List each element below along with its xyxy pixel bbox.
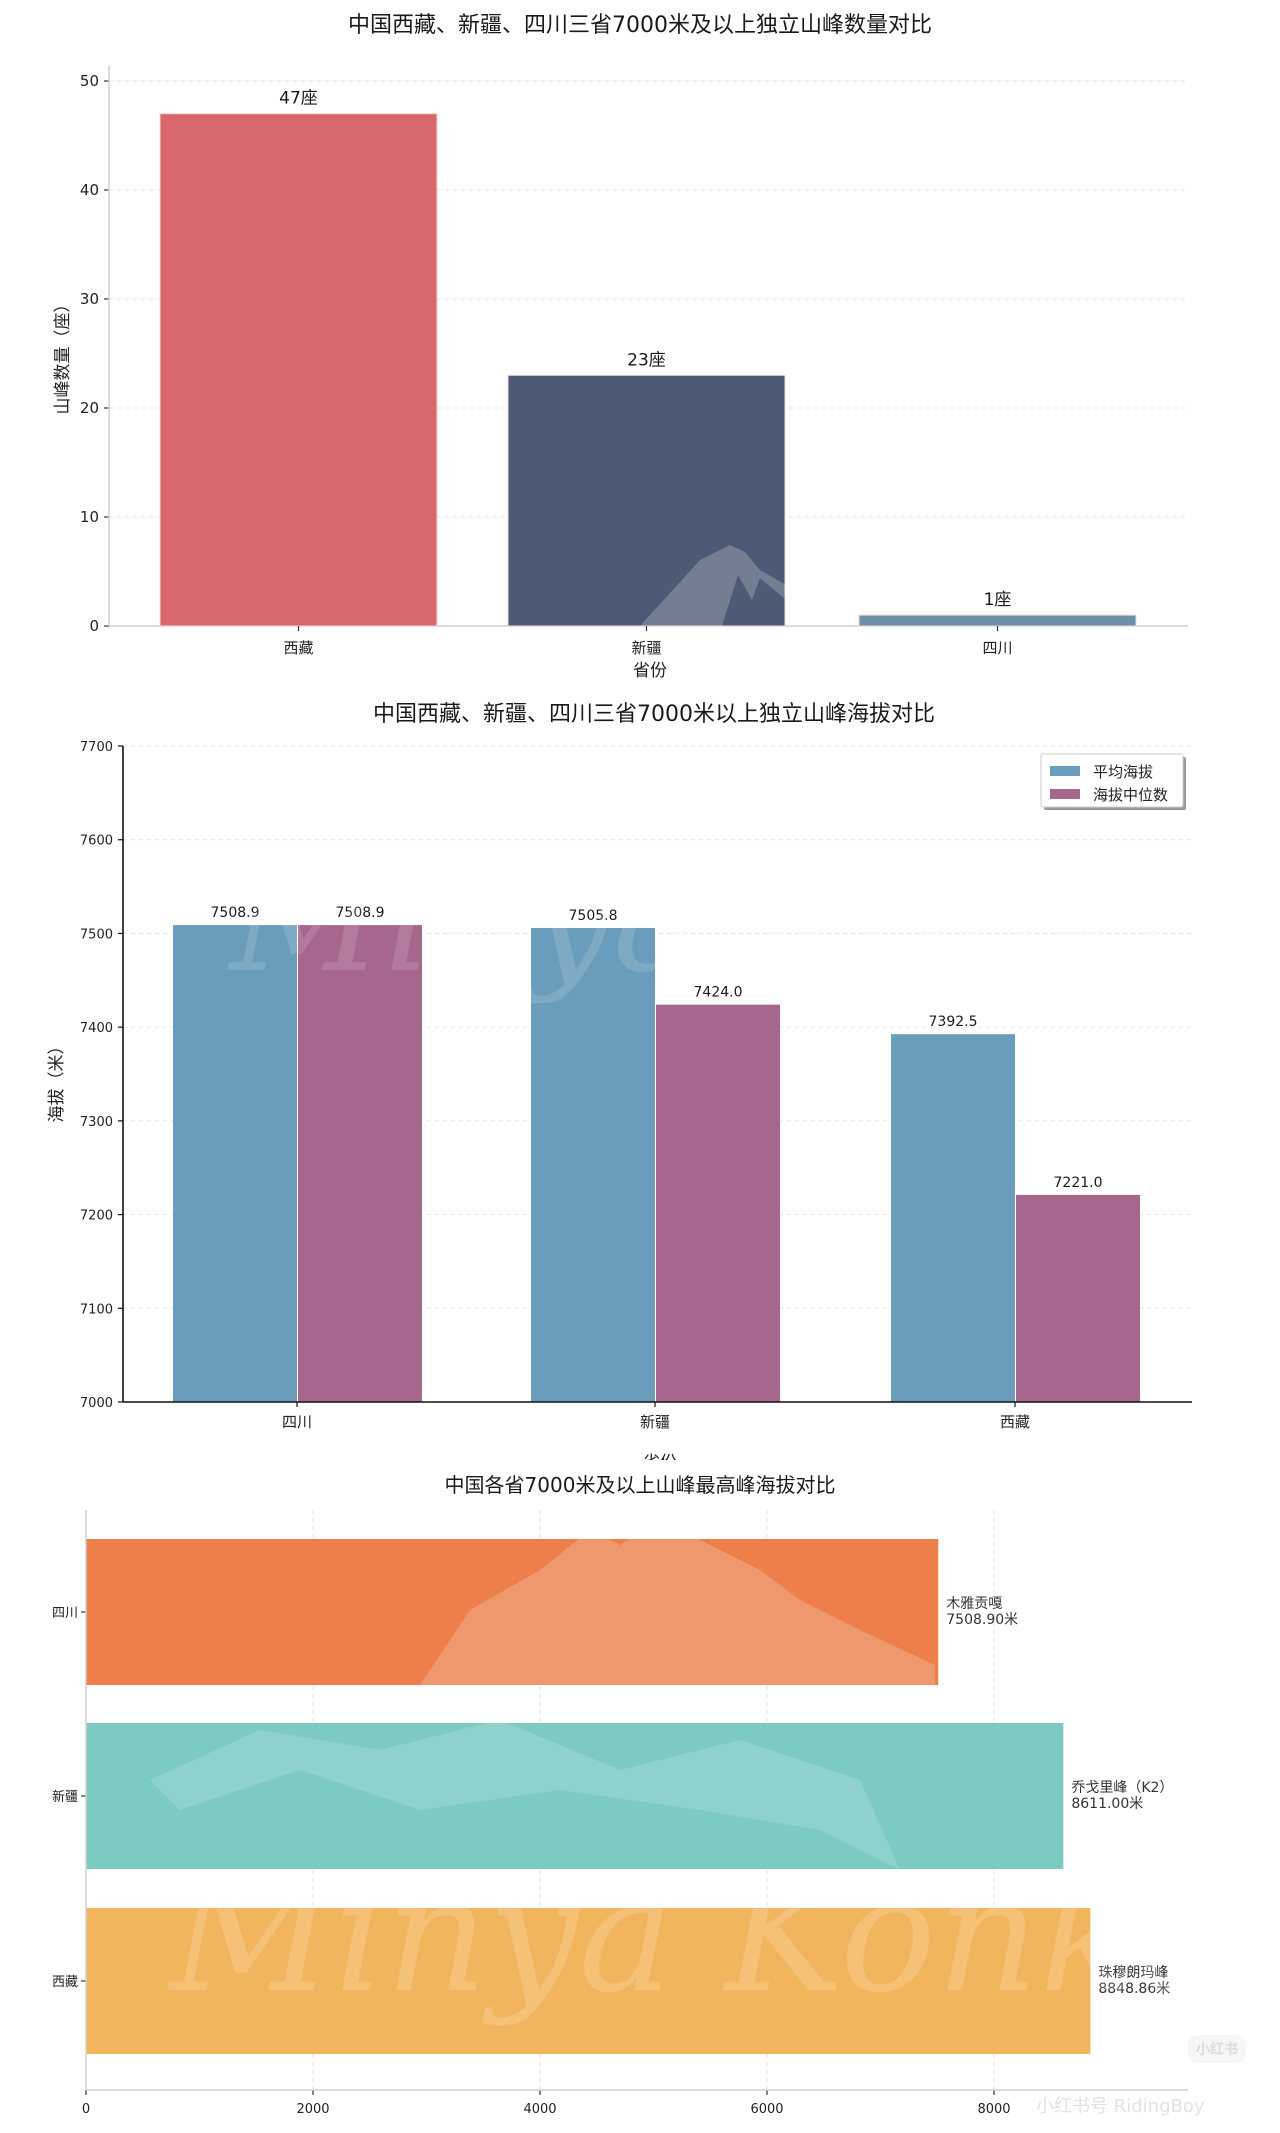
x-axis-label: 省份 — [643, 1453, 677, 1460]
bar-value-label: 7392.5 — [929, 1014, 978, 1030]
bar-median — [298, 925, 422, 1402]
bar — [86, 1539, 939, 1685]
y-tick-label: 7500 — [80, 927, 113, 942]
y-tick-label: 50 — [80, 72, 99, 90]
chart-title: 中国西藏、新疆、四川三省7000米及以上独立山峰数量对比 — [348, 13, 932, 38]
peak-name-label: 乔戈里峰（K2） — [1071, 1780, 1173, 1796]
x-tick-label: 0 — [82, 2102, 90, 2117]
watermark-account: 小红书号 RidingBoy — [1036, 2096, 1205, 2117]
legend-label: 平均海拔 — [1093, 763, 1153, 781]
bar — [86, 1908, 1091, 2054]
x-axis-label: 省份 — [633, 661, 667, 681]
peak-name-label: 珠穆朗玛峰 — [1098, 1965, 1168, 1981]
bar-value-label: 7424.0 — [694, 985, 743, 1001]
y-tick-label: 10 — [80, 508, 99, 526]
y-tick-label: 7400 — [80, 1021, 113, 1036]
bar — [507, 374, 786, 627]
x-tick-label: 6000 — [750, 2102, 783, 2117]
x-tick-label: 新疆 — [631, 639, 661, 657]
script-watermark-overlay: Minya Konka — [227, 832, 1225, 1006]
chart-title: 中国西藏、新疆、四川三省7000米以上独立山峰海拔对比 — [373, 702, 935, 727]
bar-value-label: 7508.9 — [336, 905, 385, 921]
x-tick-label: 2000 — [296, 2102, 329, 2117]
y-tick-label: 7000 — [80, 1396, 113, 1411]
y-tick-label: 30 — [80, 290, 99, 308]
bar-value-label: 7221.0 — [1054, 1175, 1103, 1191]
y-tick-label: 四川 — [52, 1606, 78, 1621]
legend-label: 海拔中位数 — [1093, 786, 1168, 804]
x-tick-label: 四川 — [282, 1413, 312, 1431]
chart-title: 中国各省7000米及以上山峰最高峰海拔对比 — [445, 1473, 836, 1497]
bar-average — [531, 927, 655, 1402]
chart-elevation-comparison: 中国西藏、新疆、四川三省7000米以上独立山峰海拔对比 7000 7100 7200 7… — [47, 702, 1225, 1460]
x-tick-label: 四川 — [982, 639, 1012, 657]
bar-value-label: 47座 — [279, 89, 318, 109]
bar-value-label: 1座 — [984, 590, 1012, 610]
y-tick-label: 0 — [89, 617, 99, 635]
chart-peak-count: 中国西藏、新疆、四川三省7000米及以上独立山峰数量对比 0 10 20 30 40 50 4… — [53, 13, 1188, 681]
mountain-watermark-icon — [640, 545, 786, 626]
script-watermark: Minya Konka 7556 — [167, 1841, 1280, 2028]
x-tick-label: 8000 — [977, 2102, 1010, 2117]
ridge-watermark-icon — [150, 1720, 900, 1870]
watermark-badge: 小红书 — [1188, 2035, 1246, 2063]
y-tick-label: 7200 — [80, 1209, 113, 1224]
bar-median — [1016, 1194, 1140, 1402]
y-tick-label: 西藏 — [52, 1975, 78, 1990]
bar — [86, 1723, 1064, 1869]
legend-swatch — [1050, 766, 1080, 776]
bar-average — [173, 925, 297, 1402]
bar — [159, 113, 438, 627]
chart-highest-peak: 中国各省7000米及以上山峰最高峰海拔对比 0 2000 4000 6000 8000 四川… — [52, 1473, 1280, 2117]
x-tick-label: 新疆 — [640, 1413, 670, 1431]
y-axis-label: 海拔（米） — [47, 1038, 67, 1123]
legend-swatch — [1050, 789, 1080, 799]
x-tick-label: 西藏 — [1000, 1413, 1030, 1431]
peak-elevation-label: 7508.90米 — [946, 1612, 1018, 1628]
bar-value-label: 7508.9 — [211, 905, 260, 921]
bar-value-label: 7505.8 — [569, 908, 618, 924]
peak-elevation-label: 8611.00米 — [1071, 1796, 1143, 1812]
peak-name-label: 木雅贡嘎 — [946, 1596, 1002, 1612]
bar-average — [891, 1034, 1015, 1402]
y-tick-label: 40 — [80, 181, 99, 199]
y-tick-label: 7700 — [80, 740, 113, 755]
bar-median — [656, 1004, 780, 1402]
x-tick-label: 西藏 — [283, 639, 313, 657]
y-tick-label: 7600 — [80, 834, 113, 849]
mountain-watermark-icon — [420, 1520, 935, 1685]
bar-value-label: 23座 — [627, 350, 666, 370]
y-tick-label: 20 — [80, 399, 99, 417]
x-tick-label: 4000 — [523, 2102, 556, 2117]
y-tick-label: 7100 — [80, 1302, 113, 1317]
peak-elevation-label: 8848.86米 — [1098, 1981, 1170, 1997]
y-axis-label: 山峰数量（座） — [53, 296, 73, 415]
y-tick-label: 7300 — [80, 1115, 113, 1130]
y-tick-label: 新疆 — [52, 1789, 78, 1805]
bar — [858, 614, 1137, 627]
